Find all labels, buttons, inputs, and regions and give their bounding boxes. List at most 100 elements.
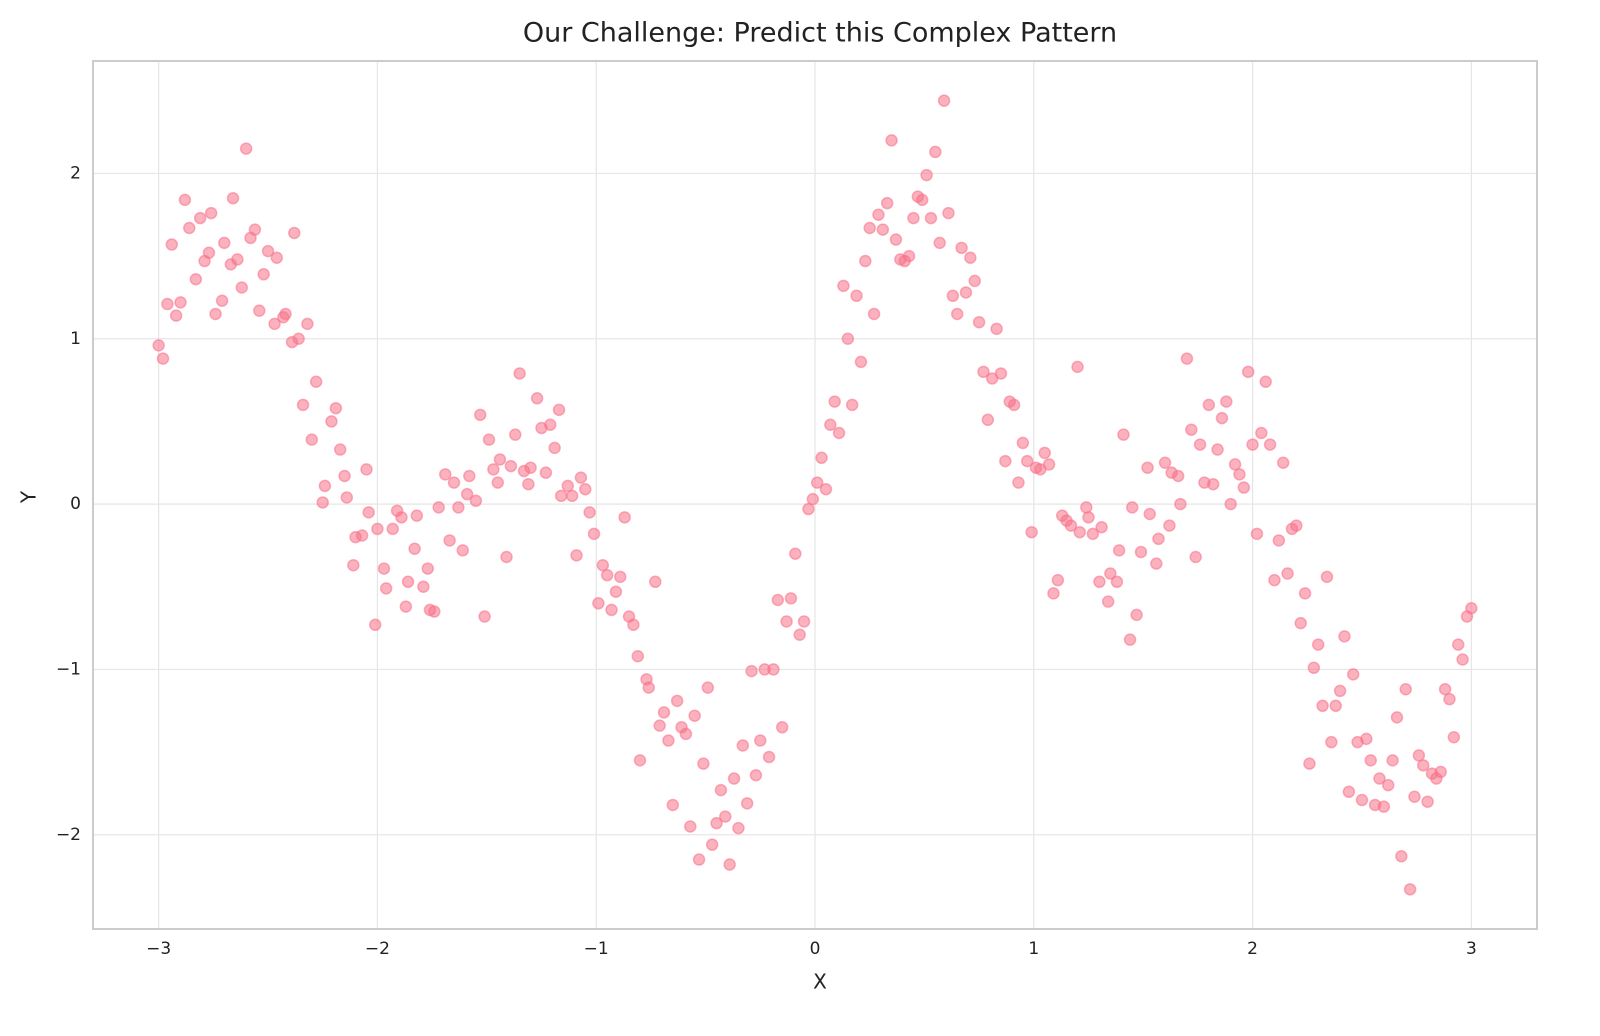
point — [408, 542, 421, 555]
plot-frame — [92, 60, 1538, 930]
point — [1421, 795, 1434, 808]
point — [1250, 527, 1264, 541]
point — [1080, 501, 1093, 514]
point — [544, 418, 557, 431]
point — [565, 489, 579, 503]
x-tick-label: −1 — [584, 939, 609, 959]
point — [841, 332, 855, 346]
point — [1112, 544, 1126, 557]
point — [1016, 436, 1030, 450]
point — [1206, 478, 1220, 491]
point — [156, 352, 170, 365]
point — [161, 297, 174, 311]
point — [1268, 573, 1281, 587]
point — [1395, 850, 1408, 863]
point — [248, 223, 262, 236]
point — [1443, 692, 1456, 706]
point — [754, 734, 767, 747]
point — [463, 469, 476, 483]
point — [305, 433, 319, 446]
point — [714, 783, 728, 797]
point — [443, 534, 456, 547]
point — [924, 211, 938, 225]
point — [379, 582, 393, 595]
point — [863, 221, 876, 235]
point — [447, 476, 461, 489]
point — [395, 511, 408, 524]
point — [539, 466, 553, 479]
x-tick-label: 2 — [1247, 939, 1258, 959]
point — [355, 529, 369, 542]
point — [819, 482, 833, 496]
point — [1290, 519, 1303, 532]
point — [1307, 661, 1321, 675]
point — [417, 580, 430, 594]
point — [666, 798, 680, 812]
point — [955, 241, 968, 255]
point — [876, 223, 890, 236]
point — [845, 398, 859, 412]
point — [732, 821, 745, 835]
point — [968, 274, 981, 288]
point — [872, 208, 885, 222]
point — [880, 196, 894, 210]
x-tick-label: 3 — [1466, 939, 1477, 959]
point — [1174, 497, 1187, 511]
point — [1073, 525, 1086, 539]
point — [1276, 456, 1290, 470]
point — [587, 527, 601, 541]
point — [959, 286, 973, 299]
point — [474, 408, 487, 422]
point — [592, 597, 605, 610]
point — [456, 544, 470, 557]
point — [633, 754, 647, 767]
point — [1355, 793, 1369, 807]
point — [1189, 550, 1202, 564]
y-tick-label: −1 — [56, 659, 81, 679]
point — [1125, 501, 1139, 514]
point — [1104, 567, 1117, 580]
point — [261, 244, 275, 258]
point — [1143, 507, 1156, 521]
point — [977, 365, 990, 379]
point — [371, 522, 384, 536]
point — [810, 476, 824, 489]
point — [994, 367, 1008, 380]
point — [1101, 595, 1115, 608]
point — [257, 268, 270, 281]
point — [653, 719, 666, 732]
point — [152, 339, 165, 352]
point — [338, 469, 351, 483]
point — [697, 757, 710, 770]
point — [832, 426, 846, 440]
point — [749, 768, 763, 782]
point — [1263, 438, 1277, 451]
point — [670, 694, 684, 708]
point — [432, 501, 445, 514]
x-tick-label: −3 — [146, 939, 171, 959]
point — [253, 304, 266, 317]
point — [522, 478, 535, 491]
point — [723, 858, 736, 871]
point — [579, 482, 592, 496]
point — [333, 443, 347, 456]
point — [701, 681, 715, 694]
point — [239, 142, 253, 155]
point — [279, 307, 292, 321]
point — [1171, 469, 1185, 483]
point — [1150, 557, 1163, 570]
point — [907, 211, 920, 225]
point — [1333, 684, 1347, 698]
point — [268, 317, 281, 331]
point — [1303, 757, 1316, 770]
chart-title: Our Challenge: Predict this Complex Patt… — [523, 18, 1117, 49]
y-axis-label: Y — [17, 490, 41, 504]
y-tick-label: 2 — [70, 163, 81, 183]
point — [329, 401, 343, 415]
point — [789, 547, 802, 560]
point — [1047, 587, 1060, 600]
point — [828, 395, 841, 408]
point — [964, 251, 977, 264]
point — [421, 562, 434, 575]
